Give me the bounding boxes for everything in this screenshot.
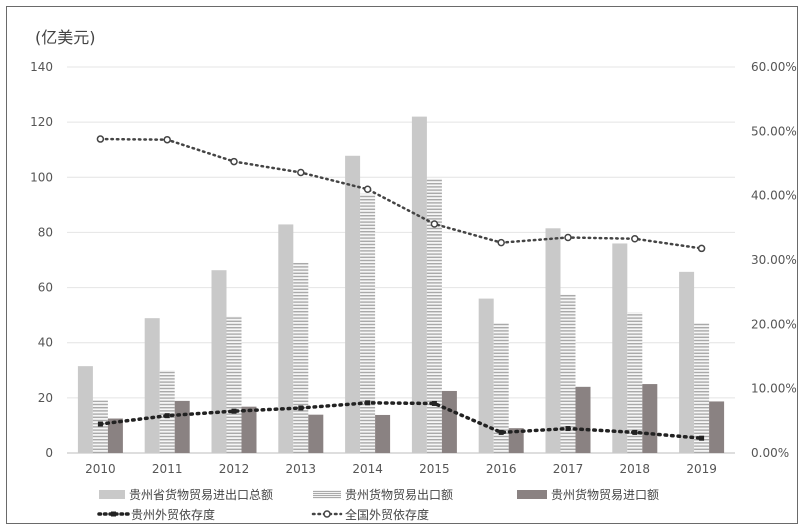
y2-tick-label: 40.00% [751,189,797,203]
y-tick-label: 40 [38,336,53,350]
bar [226,316,242,453]
legend-swatch [99,490,125,499]
bar [211,270,227,453]
legend-label: 全国外贸依存度 [345,507,429,522]
bar [411,116,427,453]
legend-swatch [517,490,547,499]
bar [308,414,324,453]
bar [293,262,309,453]
bar [612,243,628,453]
bar [493,323,509,453]
y-tick-label: 20 [38,391,53,405]
line-point [565,426,571,432]
bar [77,366,93,453]
y2-tick-label: 30.00% [751,253,797,267]
bar [278,224,294,453]
y2-tick-label: 0.00% [751,446,789,460]
bar [144,318,160,453]
y2-tick-label: 60.00% [751,60,797,74]
line-point [631,235,639,243]
line-point [231,408,237,414]
line-point [497,238,505,247]
chart-frame: (亿美元) 0 20 40 60 80 100 120 140 0.00% 10.00% 20.00… [6,6,798,524]
legend-swatch [313,490,341,499]
line-point [431,400,437,406]
y-tick-label: 0 [45,446,53,460]
bar [241,406,257,453]
x-tick-label: 2011 [152,462,183,476]
series-line [99,137,703,250]
x-tick-label: 2015 [419,462,450,476]
line-point [97,421,103,427]
y-tick-label: 120 [30,115,53,129]
line-point [498,429,504,435]
line-point [632,429,638,435]
line-point [699,435,705,441]
bar [360,193,376,454]
chart-svg: (亿美元) 0 20 40 60 80 100 120 140 0.00% 10.00% 20.00… [30,28,797,522]
bar [642,384,658,453]
line-point [164,413,170,419]
bar [92,400,108,453]
bar [545,228,561,453]
bar [345,155,361,453]
bar [426,178,442,453]
x-tick-label: 2016 [486,462,517,476]
bar [575,386,591,453]
x-tick-label: 2017 [553,462,584,476]
legend-label: 贵州货物贸易出口额 [345,487,453,502]
line-point [365,400,371,406]
bar [159,370,175,453]
x-tick-label: 2010 [85,462,116,476]
line-point [564,233,572,242]
x-tick-label: 2018 [620,462,651,476]
y-unit-label: (亿美元) [35,28,96,47]
legend-label: 贵州外贸依存度 [131,507,215,522]
x-tick-label: 2019 [686,462,717,476]
bar [107,418,123,453]
line-point [96,135,105,143]
y-tick-label: 140 [30,60,53,74]
bar [560,294,576,453]
series-line [98,401,704,440]
bar [441,390,457,453]
line-point [363,185,372,193]
x-tick-label: 2012 [219,462,250,476]
y2-tick-label: 50.00% [751,124,797,138]
bar [627,312,643,453]
line-point [230,157,238,166]
line-point [430,220,439,228]
y-tick-label: 60 [38,281,53,295]
x-tick-label: 2013 [286,462,317,476]
y2-tick-label: 20.00% [751,317,797,331]
y-tick-label: 100 [30,170,53,184]
bar [508,428,524,453]
line-point [298,405,304,411]
line-point [163,135,171,144]
bar [478,298,494,453]
x-tick-label: 2014 [352,462,383,476]
bar [709,401,725,453]
legend-marker [323,510,331,518]
line-point [697,244,706,253]
y2-tick-label: 10.00% [751,382,797,396]
y-tick-label: 80 [38,225,53,239]
legend-label: 贵州货物贸易进口额 [551,487,659,502]
bar [679,271,695,453]
bar [694,323,710,453]
bar [375,414,391,453]
legend-marker [111,511,116,517]
legend-label: 贵州省货物贸易进出口总额 [129,487,273,502]
bar [174,400,190,453]
line-point [297,168,305,177]
